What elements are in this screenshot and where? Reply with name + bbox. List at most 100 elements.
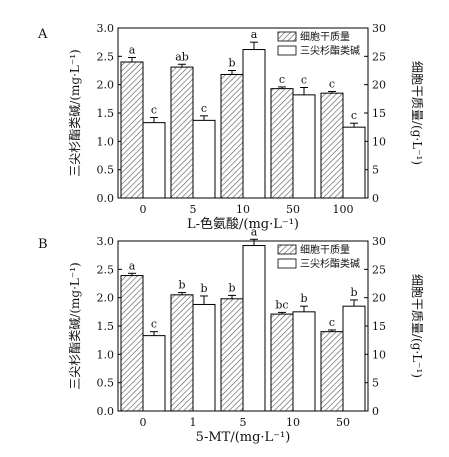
left-tick-label-b: 3.0 (97, 235, 115, 248)
right-tick-label-b: 30 (372, 235, 386, 248)
significance-label-b: a (129, 259, 136, 272)
left-tick-label-b: 0.0 (97, 405, 115, 418)
right-axis-label-a: 细胞干质量/(g·L⁻¹) (410, 61, 424, 165)
x-tick-label-a: 100 (333, 203, 354, 216)
x-tick-label-b: 0 (140, 416, 147, 429)
x-tick-label-b: 1 (190, 416, 197, 429)
significance-label-b: b (178, 279, 185, 292)
legend-swatch-cell-mass-b (277, 244, 297, 255)
right-tick-label-a: 15 (372, 107, 386, 120)
significance-label-a: c (201, 102, 207, 115)
left-tick-label-b: 1.5 (97, 320, 115, 333)
bar-alkaloid-a (142, 122, 166, 199)
bar-cell-mass-b (120, 275, 144, 412)
left-tick-label-a: 0.0 (97, 192, 115, 205)
bar-cell-mass-a (170, 66, 194, 199)
significance-label-a: c (301, 74, 307, 87)
bar-cell-mass-a (120, 61, 144, 199)
significance-label-b: b (200, 282, 207, 295)
chart-marks: 0.00.51.01.52.02.53.00510152025300ac5abc… (97, 22, 387, 429)
x-tick-label-b: 10 (286, 416, 300, 429)
bar-alkaloid-b (292, 311, 316, 412)
right-tick-label-b: 0 (372, 405, 379, 418)
left-tick-label-a: 0.5 (97, 164, 115, 177)
right-tick-label-a: 30 (372, 22, 386, 35)
significance-label-a: ab (175, 50, 189, 63)
bar-cell-mass-a (220, 73, 244, 199)
x-axis-label-a: L-色氨酸/(mg·L⁻¹) (187, 216, 299, 232)
x-tick-label-a: 5 (190, 203, 197, 216)
significance-label-a: a (251, 28, 258, 41)
right-tick-label-b: 20 (372, 292, 386, 305)
bar-cell-mass-b (170, 294, 194, 412)
bar-alkaloid-a (242, 49, 266, 199)
svg-text:细胞干质量/(g·L⁻¹): 细胞干质量/(g·L⁻¹) (410, 61, 424, 165)
significance-label-a: c (351, 109, 357, 122)
left-tick-label-a: 1.5 (97, 107, 115, 120)
bar-alkaloid-b (242, 245, 266, 412)
significance-label-b: c (151, 318, 157, 331)
panel-label-b: B (38, 237, 48, 252)
legend-label-alkaloid-a: 三尖杉酯类碱 (300, 44, 360, 57)
x-tick-label-b: 5 (240, 416, 247, 429)
significance-label-b: a (251, 225, 258, 238)
significance-label-a: c (151, 104, 157, 117)
panel-a: A 三尖杉酯类碱/(mg·L⁻¹) 细胞干质量/(g·L⁻¹) L-色氨酸/(m… (37, 27, 424, 232)
svg-text:细胞干质量/(g·L⁻¹): 细胞干质量/(g·L⁻¹) (410, 274, 424, 378)
left-tick-label-b: 2.5 (97, 263, 115, 276)
legend-swatch-alkaloid-b (277, 258, 297, 269)
right-tick-label-a: 0 (372, 192, 379, 205)
significance-label-a: c (279, 73, 285, 86)
left-tick-label-b: 1.0 (97, 348, 115, 361)
panel-label-a: A (37, 27, 48, 42)
legend-swatch-cell-mass-a (277, 31, 297, 42)
bar-cell-mass-b (220, 298, 244, 412)
svg-text:三尖杉酯类碱/(mg·L⁻¹): 三尖杉酯类碱/(mg·L⁻¹) (68, 49, 82, 176)
left-tick-label-a: 2.5 (97, 50, 115, 63)
significance-label-b: b (300, 292, 307, 305)
legend-swatch-alkaloid-a (277, 45, 297, 56)
left-tick-label-a: 2.0 (97, 79, 115, 92)
bar-cell-mass-a (270, 88, 294, 199)
right-tick-label-a: 25 (372, 50, 386, 63)
legend-label-cell-mass-a: 细胞干质量 (300, 30, 350, 43)
right-tick-label-b: 5 (372, 377, 379, 390)
svg-text:三尖杉酯类碱/(mg·L⁻¹): 三尖杉酯类碱/(mg·L⁻¹) (68, 262, 82, 389)
legend-a: 细胞干质量 三尖杉酯类碱 (277, 30, 360, 57)
significance-label-a: a (129, 43, 136, 56)
left-tick-label-a: 1.0 (97, 135, 115, 148)
bar-alkaloid-b (192, 303, 216, 412)
bars-panel-b: 0.0 0.5 1.0 1.5 2.0 2.5 3.0 0 5 10 15 20 25 30 0 a c 1 b b 5… (97, 225, 387, 429)
bar-alkaloid-b (342, 305, 366, 412)
left-tick-label-b: 2.0 (97, 292, 115, 305)
bar-cell-mass-b (320, 331, 344, 412)
left-tick-label-b: 0.5 (97, 377, 115, 390)
bars-panel-a: 0.00.51.01.52.02.53.00510152025300ac5abc… (97, 22, 387, 216)
significance-label-a: b (228, 57, 235, 70)
right-tick-label-a: 10 (372, 135, 386, 148)
legend-label-alkaloid-b: 三尖杉酯类碱 (300, 257, 360, 270)
x-tick-label-a: 50 (286, 203, 300, 216)
significance-label-a: c (329, 77, 335, 90)
x-tick-label-a: 10 (236, 203, 250, 216)
right-tick-label-b: 25 (372, 263, 386, 276)
bar-alkaloid-a (342, 126, 366, 199)
x-tick-label-a: 0 (140, 203, 147, 216)
right-axis-label-b: 细胞干质量/(g·L⁻¹) (410, 274, 424, 378)
bar-alkaloid-a (292, 94, 316, 199)
right-tick-label-b: 10 (372, 348, 386, 361)
left-axis-label-b: 三尖杉酯类碱/(mg·L⁻¹) (68, 262, 82, 389)
significance-label-b: b (228, 281, 235, 294)
bar-alkaloid-a (192, 119, 216, 199)
right-tick-label-a: 20 (372, 79, 386, 92)
left-axis-label-a: 三尖杉酯类碱/(mg·L⁻¹) (68, 49, 82, 176)
left-tick-label-a: 3.0 (97, 22, 115, 35)
x-tick-label-b: 50 (336, 416, 350, 429)
right-tick-label-a: 5 (372, 164, 379, 177)
bar-alkaloid-b (142, 335, 166, 412)
legend-label-cell-mass-b: 细胞干质量 (300, 243, 350, 256)
significance-label-b: bc (275, 298, 288, 311)
bar-cell-mass-b (270, 313, 294, 412)
legend-b: 细胞干质量 三尖杉酯类碱 (277, 243, 360, 270)
